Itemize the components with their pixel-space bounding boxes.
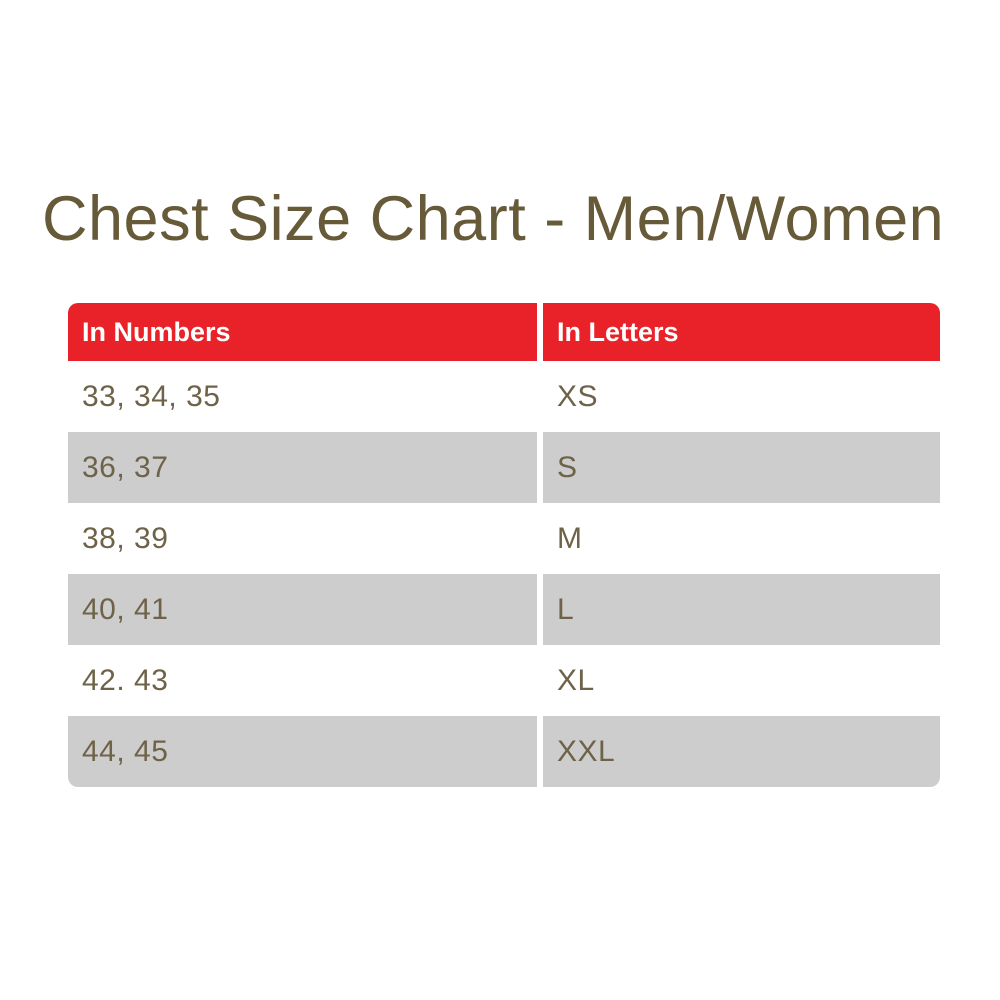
cell-numbers: 36, 37 [68,432,537,503]
cell-numbers: 40, 41 [68,574,537,645]
size-table: In Numbers In Letters 33, 34, 35 XS 36, … [68,303,940,787]
table-row: 42. 43 XL [68,645,940,716]
table-row: 33, 34, 35 XS [68,361,940,432]
cell-numbers: 33, 34, 35 [68,361,537,432]
table-row: 36, 37 S [68,432,940,503]
cell-numbers: 44, 45 [68,716,537,787]
table-row: 44, 45 XXL [68,716,940,787]
page-title: Chest Size Chart - Men/Women [42,184,945,254]
header-cell-in-numbers: In Numbers [68,303,537,361]
table-header-row: In Numbers In Letters [68,303,940,361]
header-cell-in-letters: In Letters [543,303,940,361]
cell-numbers: 42. 43 [68,645,537,716]
table-row: 38, 39 M [68,503,940,574]
cell-letters: XL [543,645,940,716]
cell-numbers: 38, 39 [68,503,537,574]
cell-letters: XXL [543,716,940,787]
cell-letters: M [543,503,940,574]
table-row: 40, 41 L [68,574,940,645]
cell-letters: L [543,574,940,645]
cell-letters: XS [543,361,940,432]
cell-letters: S [543,432,940,503]
